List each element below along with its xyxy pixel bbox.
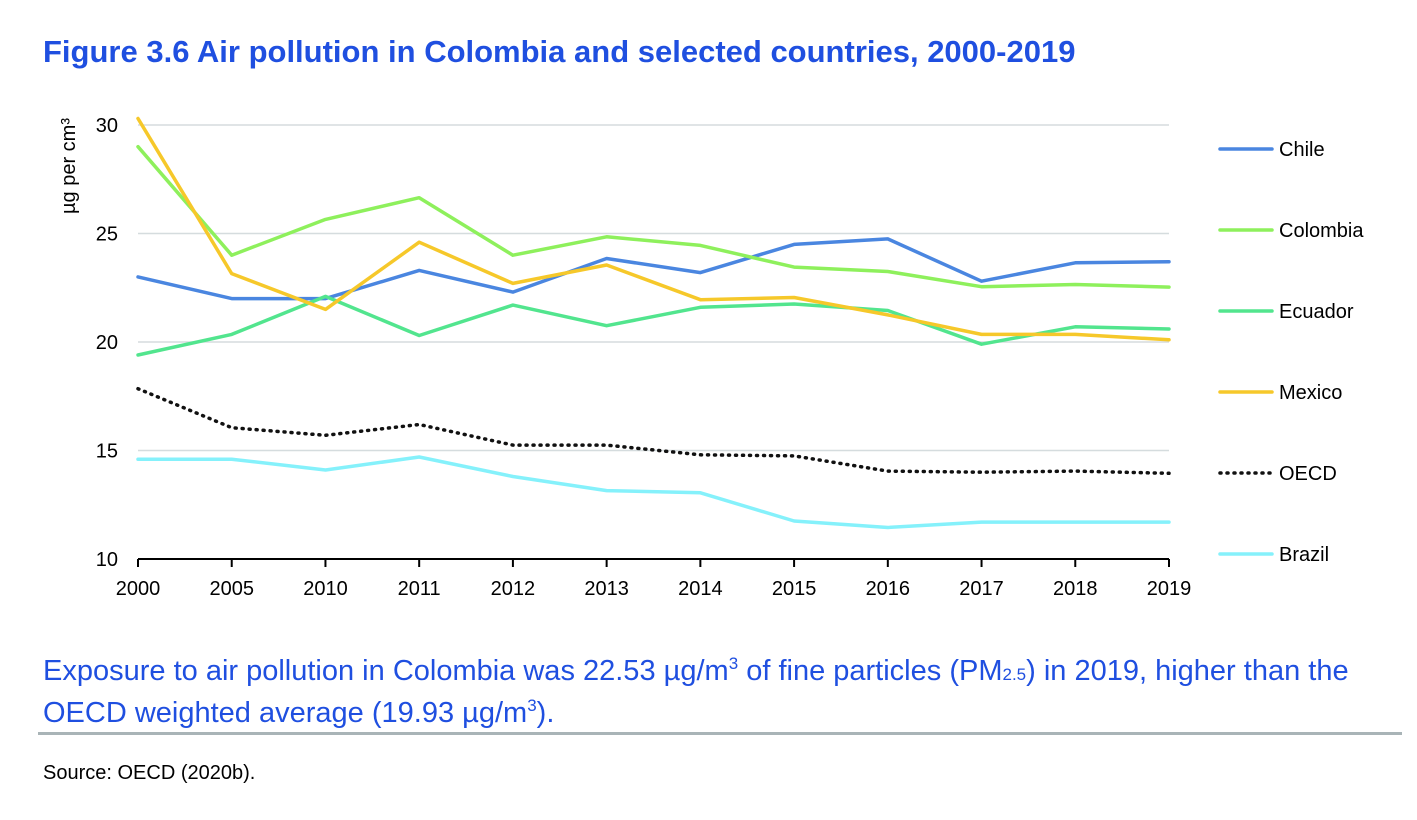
axes: 10 15 20 25 30 2000 2005 2010 2011 2012 2013 2014 20… [58, 115, 1191, 600]
figure-caption: Exposure to air pollution in Colombia wa… [43, 652, 1403, 732]
caption-subscript: 2.5 [1002, 665, 1027, 684]
y-tick-label: 10 [96, 549, 118, 571]
x-tick-label: 2014 [678, 578, 723, 600]
x-tick-label: 2005 [209, 578, 254, 600]
line-chart: 10 15 20 25 30 2000 2005 2010 2011 2012 2013 2014 20… [58, 115, 1364, 600]
y-tick-label: 15 [96, 441, 118, 463]
y-axis-label: µg per cm³ [58, 118, 80, 214]
series-line-colombia [136, 144, 1171, 289]
source-note: Source: OECD (2020b). [43, 762, 256, 784]
series-line-brazil [136, 455, 1171, 530]
series-line-ecuador [136, 294, 1171, 357]
legend-label-chile: Chile [1279, 139, 1325, 161]
series-line-oecd [136, 386, 1171, 476]
legend: Chile Colombia Ecuador Mexico OECD Brazil [1218, 139, 1364, 566]
x-tick-label: 2017 [959, 578, 1004, 600]
series-lines [136, 116, 1171, 530]
legend-label-mexico: Mexico [1279, 382, 1342, 404]
divider [38, 732, 1402, 735]
legend-label-colombia: Colombia [1279, 220, 1364, 242]
x-tick-label: 2012 [491, 578, 536, 600]
y-tick-label: 30 [96, 115, 118, 137]
grid-lines [138, 124, 1169, 452]
series-line-chile [136, 237, 1171, 301]
legend-label-brazil: Brazil [1279, 544, 1329, 566]
x-tick-label: 2018 [1053, 578, 1098, 600]
x-tick-label: 2019 [1147, 578, 1192, 600]
caption-superscript-1: 3 [728, 654, 739, 673]
x-tick-label: 2000 [116, 578, 161, 600]
y-tick-label: 25 [96, 224, 118, 246]
x-tick-label: 2016 [866, 578, 911, 600]
caption-superscript-2: 3 [527, 696, 537, 715]
series-line-mexico [136, 116, 1171, 342]
caption-text-3: ) in 2019, higher than the OECD weighted… [43, 655, 1349, 729]
caption-text-4: ). [536, 697, 555, 729]
y-tick-label: 20 [96, 332, 118, 354]
figure-title: Figure 3.6 Air pollution in Colombia and… [43, 34, 1076, 69]
caption-text-1: Exposure to air pollution in Colombia wa… [43, 655, 729, 687]
x-tick-label: 2015 [772, 578, 817, 600]
x-tick-label: 2013 [584, 578, 629, 600]
x-tick-label: 2011 [398, 578, 441, 600]
legend-label-oecd: OECD [1279, 463, 1337, 485]
legend-label-ecuador: Ecuador [1279, 301, 1354, 323]
x-tick-label: 2010 [303, 578, 348, 600]
caption-text-2: of fine particles (PM [738, 655, 1003, 687]
